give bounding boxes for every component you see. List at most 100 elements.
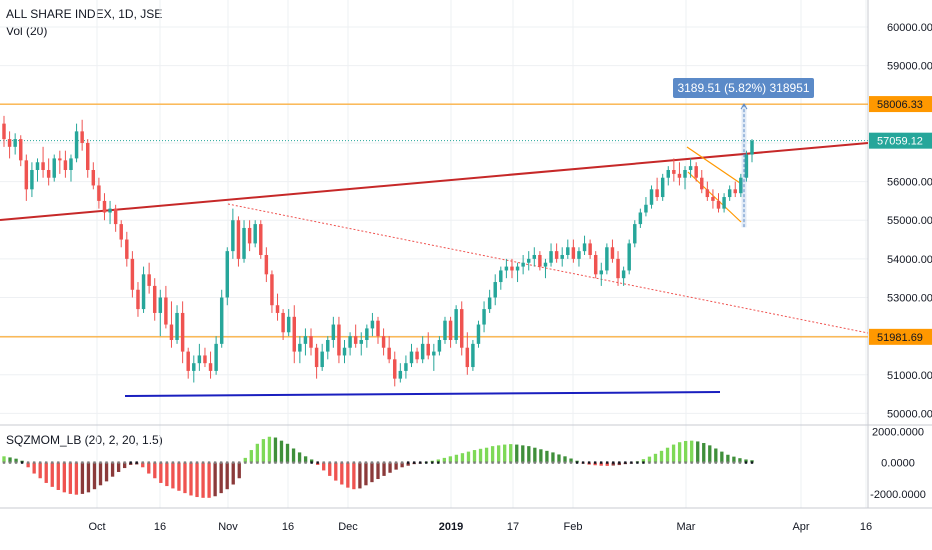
- momentum-bar: [68, 462, 73, 494]
- squeeze-dot: [45, 461, 48, 464]
- measure-label-text: 3189.51 (5.82%) 318951: [677, 81, 809, 95]
- momentum-tick-label: 0.0000: [881, 458, 915, 470]
- squeeze-dot: [515, 461, 518, 464]
- squeeze-dot: [274, 461, 277, 464]
- momentum-bar: [442, 457, 447, 463]
- candle-body: [487, 297, 492, 310]
- candle-body: [677, 173, 682, 178]
- squeeze-dot: [370, 461, 374, 464]
- momentum-bar: [726, 454, 730, 463]
- momentum-bar: [744, 459, 748, 463]
- candle-body: [448, 320, 453, 340]
- candle-body: [259, 224, 263, 255]
- candle-body: [365, 328, 369, 340]
- squeeze-dot: [14, 461, 18, 464]
- squeeze-dot: [244, 461, 247, 464]
- momentum-bar: [659, 450, 664, 463]
- momentum-bar: [159, 462, 163, 483]
- squeeze-dot: [2, 461, 6, 464]
- candle-body: [41, 162, 45, 170]
- candle-body: [711, 197, 715, 201]
- candle-body: [393, 359, 397, 379]
- squeeze-dot: [213, 461, 217, 464]
- candle-body: [108, 208, 112, 213]
- momentum-bar: [309, 459, 314, 463]
- flag-upper-line: [686, 146, 741, 184]
- squeeze-dot: [684, 461, 687, 464]
- candle-body: [264, 255, 269, 275]
- time-tick-label: Feb: [564, 521, 583, 533]
- candle-body: [69, 158, 73, 170]
- candle-body: [465, 347, 470, 368]
- candle-body: [281, 312, 285, 333]
- candle-body: [532, 255, 537, 259]
- momentum-bar: [153, 462, 157, 479]
- squeeze-dot: [696, 461, 699, 464]
- squeeze-dot: [406, 461, 410, 464]
- squeeze-dot: [702, 461, 705, 464]
- momentum-bar: [466, 451, 471, 463]
- candle-body: [476, 324, 481, 344]
- momentum-bar: [243, 457, 247, 463]
- momentum-bar: [38, 462, 42, 479]
- momentum-bar: [702, 443, 706, 463]
- time-tick-label: Nov: [218, 521, 238, 533]
- momentum-bar: [80, 462, 85, 494]
- candle-body: [672, 170, 676, 174]
- indicator-label[interactable]: SQZMOM_LB (20, 2, 20, 1.5): [6, 433, 163, 447]
- candle-body: [186, 351, 190, 371]
- price-level-badge: 57059.12: [869, 132, 932, 149]
- time-tick-label: 17: [507, 521, 519, 533]
- candle-body: [750, 140, 754, 155]
- price-badge-bg: [869, 328, 932, 345]
- time-tick-label: Dec: [338, 521, 358, 533]
- momentum-bar: [496, 445, 501, 463]
- squeeze-dot: [304, 461, 307, 464]
- squeeze-dot: [443, 461, 446, 464]
- candle-body: [359, 340, 363, 344]
- price-badge-bg: [869, 96, 932, 113]
- squeeze-dot: [262, 461, 265, 464]
- candle-body: [147, 274, 151, 286]
- candle-body: [566, 247, 570, 255]
- squeeze-dot: [298, 461, 301, 464]
- squeeze-dot: [364, 461, 368, 464]
- squeeze-dot: [286, 461, 289, 464]
- momentum-bar: [448, 456, 453, 463]
- momentum-bar: [207, 462, 211, 498]
- squeeze-dot: [521, 461, 524, 464]
- momentum-bar: [26, 462, 30, 468]
- candle-body: [236, 220, 241, 259]
- candle-body: [739, 177, 743, 194]
- squeeze-dot: [394, 461, 398, 464]
- momentum-bar: [340, 462, 344, 485]
- candle-body: [225, 251, 230, 298]
- squeeze-dot: [171, 461, 175, 464]
- squeeze-dot: [485, 461, 488, 464]
- candle-body: [203, 355, 207, 364]
- candle-body: [387, 347, 391, 360]
- candle-body: [577, 251, 581, 259]
- squeeze-dot: [26, 461, 30, 464]
- momentum-bar: [599, 462, 603, 466]
- squeeze-dot: [376, 461, 380, 464]
- candle-body: [24, 160, 29, 190]
- momentum-bar: [617, 462, 621, 466]
- momentum-bar: [334, 462, 338, 481]
- support-line: [124, 391, 721, 397]
- candle-body: [58, 158, 62, 161]
- momentum-histogram: [2, 436, 754, 498]
- squeeze-dot: [99, 461, 102, 464]
- momentum-bar: [454, 454, 459, 463]
- squeeze-dot: [750, 461, 754, 464]
- momentum-bar: [62, 462, 66, 493]
- chart-title: ALL SHARE INDEX, 1D, JSE: [6, 7, 163, 21]
- candle-body: [415, 351, 419, 360]
- candle-body: [80, 131, 84, 143]
- squeeze-dot: [400, 461, 404, 464]
- squeeze-dot: [654, 461, 657, 464]
- candle-body: [292, 316, 296, 352]
- momentum-bar: [376, 462, 380, 480]
- candle-body: [554, 251, 559, 259]
